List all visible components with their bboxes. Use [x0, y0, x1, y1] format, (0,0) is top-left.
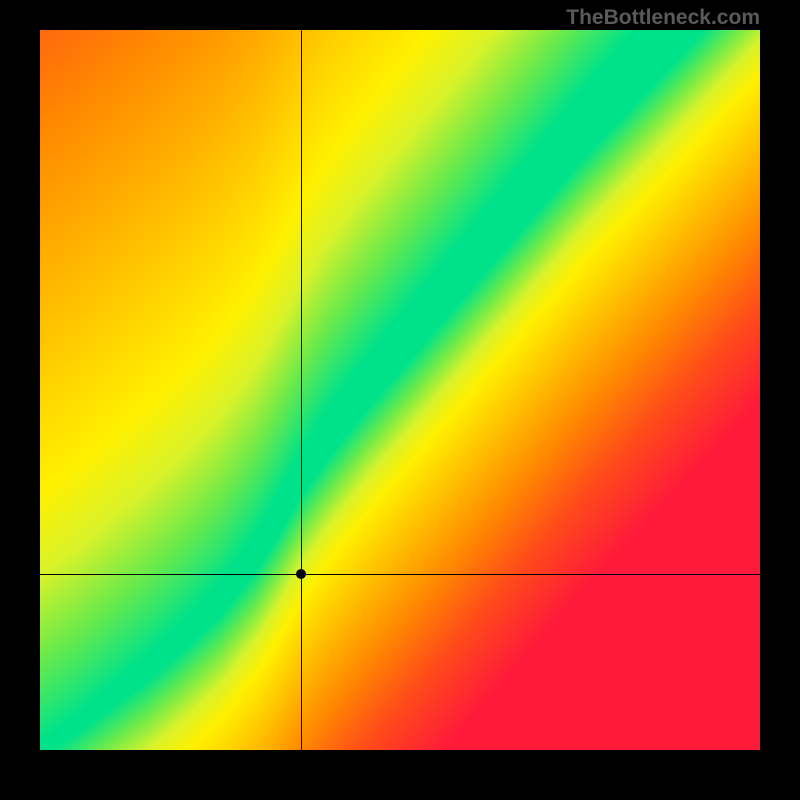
heatmap-canvas [40, 30, 760, 750]
crosshair-horizontal [40, 574, 760, 575]
watermark-text: TheBottleneck.com [566, 6, 760, 30]
plot-area [40, 30, 760, 750]
crosshair-vertical [301, 30, 302, 750]
data-point-marker [296, 569, 306, 579]
chart-container: TheBottleneck.com [0, 0, 800, 800]
